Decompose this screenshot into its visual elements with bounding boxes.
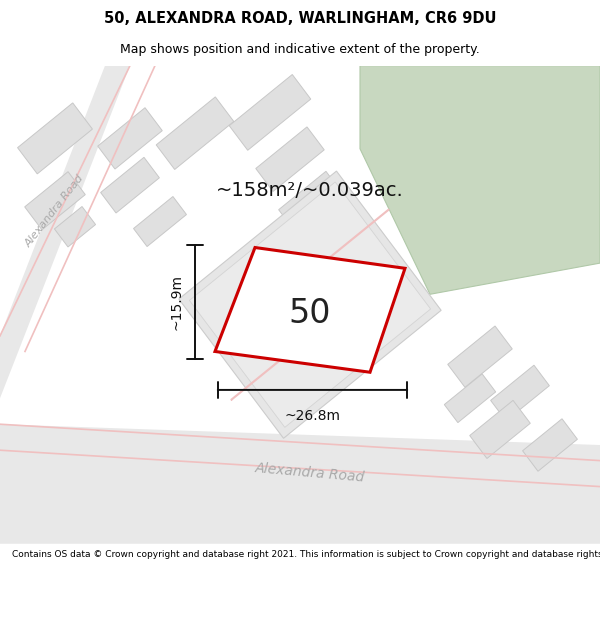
Polygon shape <box>17 103 92 174</box>
Polygon shape <box>215 248 405 372</box>
Polygon shape <box>55 206 95 247</box>
Polygon shape <box>101 158 160 213</box>
Polygon shape <box>179 171 441 438</box>
Polygon shape <box>0 66 130 398</box>
Text: Alexandra Road: Alexandra Road <box>254 461 365 485</box>
Text: ~15.9m: ~15.9m <box>169 274 183 330</box>
Polygon shape <box>470 401 530 459</box>
Text: ~158m²/~0.039ac.: ~158m²/~0.039ac. <box>216 181 404 200</box>
Text: ~26.8m: ~26.8m <box>284 409 341 422</box>
Polygon shape <box>190 182 431 428</box>
Text: Alexandra Road: Alexandra Road <box>24 173 86 249</box>
Polygon shape <box>445 374 496 423</box>
Polygon shape <box>256 127 324 191</box>
Polygon shape <box>278 171 341 230</box>
Text: Contains OS data © Crown copyright and database right 2021. This information is : Contains OS data © Crown copyright and d… <box>12 550 600 559</box>
Polygon shape <box>134 196 187 246</box>
Text: 50: 50 <box>289 296 331 329</box>
Polygon shape <box>523 419 577 471</box>
Polygon shape <box>448 326 512 388</box>
Polygon shape <box>491 365 550 421</box>
Polygon shape <box>311 216 368 269</box>
Polygon shape <box>360 66 600 294</box>
Polygon shape <box>25 172 85 230</box>
Polygon shape <box>0 424 600 544</box>
Text: 50, ALEXANDRA ROAD, WARLINGHAM, CR6 9DU: 50, ALEXANDRA ROAD, WARLINGHAM, CR6 9DU <box>104 11 496 26</box>
Polygon shape <box>98 107 162 169</box>
Polygon shape <box>229 74 311 150</box>
Text: Map shows position and indicative extent of the property.: Map shows position and indicative extent… <box>120 42 480 56</box>
Polygon shape <box>156 97 234 169</box>
